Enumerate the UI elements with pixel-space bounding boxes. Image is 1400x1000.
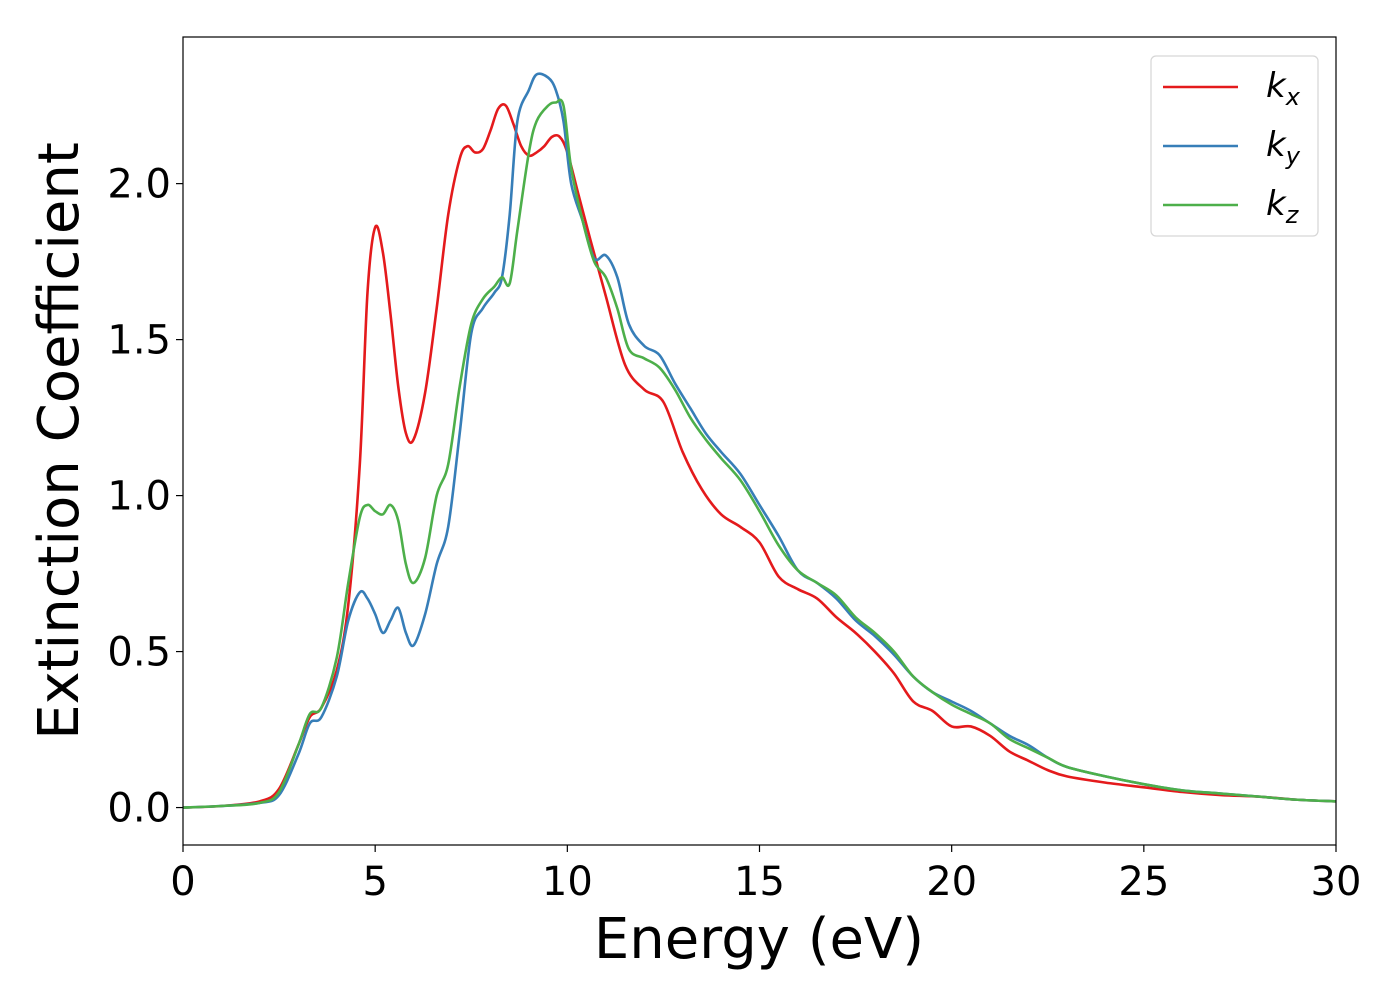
x-tick-label: 10 bbox=[542, 859, 593, 905]
y-tick-label: 2.0 bbox=[107, 162, 171, 208]
legend-label-k-x: kx bbox=[1266, 66, 1301, 111]
x-tick-label: 0 bbox=[170, 859, 195, 905]
x-tick-label: 20 bbox=[926, 859, 977, 905]
series-line-k-x bbox=[183, 103, 1336, 809]
x-tick-label: 5 bbox=[362, 859, 387, 905]
series-line-k-z bbox=[183, 98, 1336, 809]
x-tick-label: 30 bbox=[1311, 859, 1362, 905]
axes-layer: 0 5 10 15 20 25 30 0.0 0.5 1.0 1.5 2.0 bbox=[107, 36, 1362, 905]
y-tick-label: 1.5 bbox=[107, 318, 171, 364]
y-tick-label: 0.0 bbox=[107, 786, 171, 832]
x-tick-label: 25 bbox=[1118, 859, 1169, 905]
x-axis-title: Energy (eV) bbox=[594, 907, 924, 972]
series-layer bbox=[183, 72, 1336, 809]
x-tick-label: 15 bbox=[734, 859, 785, 905]
y-axis-title: Extinction Coefficient bbox=[27, 142, 92, 740]
y-tick-label: 0.5 bbox=[107, 630, 171, 676]
y-tick-label: 1.0 bbox=[107, 474, 171, 520]
